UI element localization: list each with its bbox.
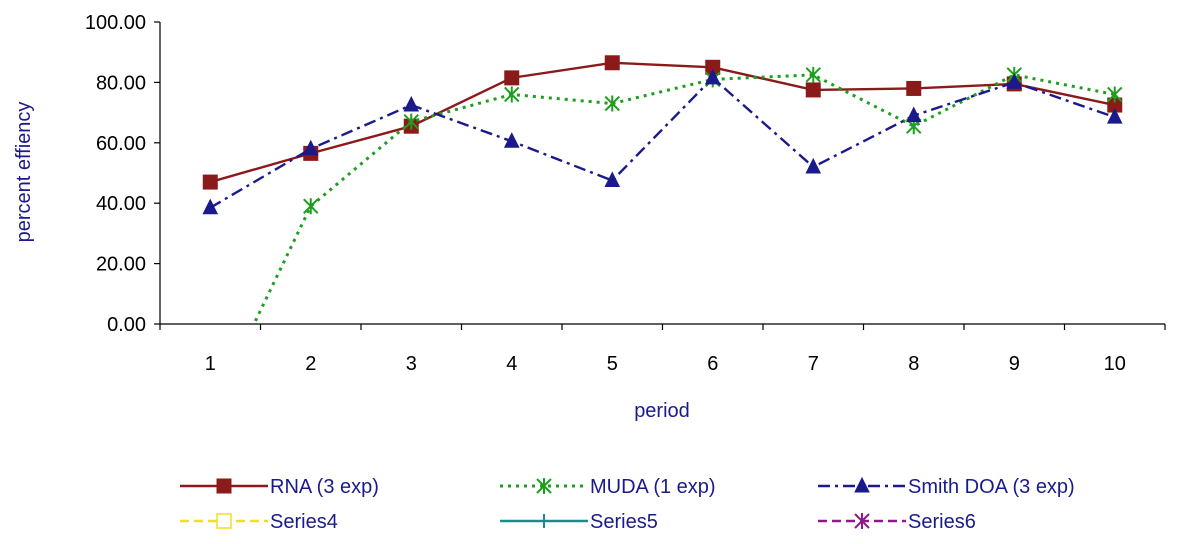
data-point [403,95,420,112]
axes [154,21,1166,330]
x-tick-label: 8 [908,353,919,375]
legend-marker [854,476,870,493]
y-tick-label: 80.00 [96,72,146,94]
legend-item: Series5 [500,511,658,533]
data-point [704,68,721,85]
series-line [209,76,1116,209]
legend-item: MUDA (1 exp) [500,476,716,498]
legend-marker [854,513,870,529]
data-point [604,171,621,188]
series-2 [202,68,1123,215]
data-point [403,113,419,130]
data-point [503,132,520,148]
data-point [504,70,520,86]
data-point [805,66,821,83]
y-tick-label: 20.00 [96,254,146,276]
data-point [303,198,319,215]
legend-marker [216,513,232,529]
legend-item: Series4 [180,511,338,533]
legend-label: RNA (3 exp) [270,476,379,498]
legend-label: Series4 [270,511,338,533]
y-tick-label: 0.00 [107,314,146,336]
data-point [1006,73,1023,89]
x-tick-label: 7 [808,353,819,375]
x-tick-label: 9 [1009,353,1020,375]
legend-item: RNA (3 exp) [180,476,379,498]
data-point [604,95,620,112]
series-1 [251,66,1123,325]
legend: RNA (3 exp) MUDA (1 exp) Smith DOA (3 exp)… [180,476,1075,533]
legend-label: MUDA (1 exp) [590,476,716,498]
x-tick-label: 4 [506,353,517,375]
y-tick-label: 40.00 [96,193,146,215]
data-point [202,198,219,215]
x-tick-label: 6 [707,353,718,375]
x-tick-label: 5 [607,353,618,375]
data-point [302,139,319,156]
y-tick-label: 60.00 [96,133,146,155]
legend-item: Smith DOA (3 exp) [818,476,1075,498]
legend-marker [536,478,552,494]
x-tick-label: 1 [205,353,216,375]
x-tick-label: 10 [1104,353,1126,375]
data-point [1106,108,1123,124]
y-tick-labels: 0.00 20.00 40.00 60.00 80.00 100.00 [85,12,146,336]
legend-item: Series6 [818,511,976,533]
legend-label: Smith DOA (3 exp) [908,476,1075,498]
data-point [604,55,620,71]
series-line [251,73,1116,325]
y-tick-label: 100.00 [85,12,146,34]
legend-label: Series5 [590,511,658,533]
y-axis-label: percent effiency [13,102,35,243]
x-tick-label: 3 [406,353,417,375]
data-point [905,106,922,123]
x-tick-labels: 1 2 3 4 5 6 7 8 9 10 [205,353,1126,375]
data-point [504,86,520,103]
x-axis-label: period [634,400,690,422]
legend-label: Series6 [908,511,976,533]
data-point [805,157,822,174]
x-tick-label: 2 [305,353,316,375]
series-line [209,61,1115,184]
data-point [805,82,821,98]
series-group [202,55,1123,325]
series-0 [202,55,1123,190]
data-point [906,80,922,96]
data-point [202,174,218,190]
legend-marker [216,478,232,494]
data-point [1107,86,1123,103]
